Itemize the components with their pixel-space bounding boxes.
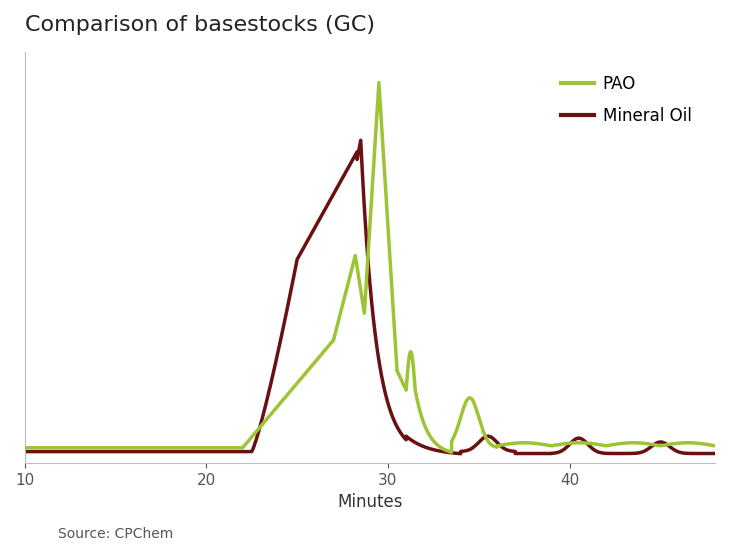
Text: Comparison of basestocks (GC): Comparison of basestocks (GC) [25, 15, 374, 35]
Legend: PAO, Mineral Oil: PAO, Mineral Oil [555, 68, 699, 131]
Text: Source: CPChem: Source: CPChem [58, 526, 174, 540]
X-axis label: Minutes: Minutes [337, 493, 402, 511]
